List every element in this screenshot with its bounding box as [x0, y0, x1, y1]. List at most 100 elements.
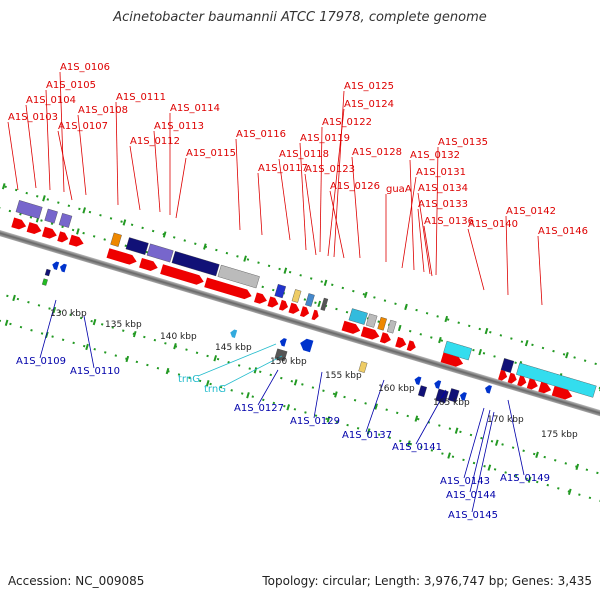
gene-label[interactable]: A1S_0126 [330, 181, 380, 192]
gene-feature[interactable] [551, 385, 574, 401]
gene-feature[interactable] [59, 263, 67, 273]
gene-feature[interactable] [58, 213, 73, 228]
gene-label[interactable]: A1S_0145 [448, 510, 498, 521]
gene-label[interactable]: A1S_0146 [538, 226, 588, 237]
gene-label[interactable]: A1S_0149 [500, 473, 550, 484]
gene-feature[interactable] [406, 340, 418, 352]
gene-label[interactable]: A1S_0141 [392, 442, 442, 453]
gene-label[interactable]: A1S_0136 [424, 216, 474, 227]
gene-feature[interactable] [440, 352, 465, 369]
gene-feature[interactable] [360, 326, 381, 342]
gene-feature[interactable] [267, 296, 279, 308]
gene-feature[interactable] [516, 362, 597, 398]
gene-feature[interactable] [433, 379, 442, 389]
gene-label[interactable]: A1S_0116 [236, 129, 286, 140]
gene-feature[interactable] [298, 337, 314, 353]
gene-feature[interactable] [204, 277, 253, 301]
gene-feature[interactable] [15, 200, 43, 219]
gene-feature[interactable] [348, 308, 368, 325]
gene-feature[interactable] [305, 293, 315, 307]
gene-feature[interactable] [320, 297, 329, 311]
gene-feature[interactable] [459, 391, 467, 401]
gene-label[interactable]: A1S_0113 [154, 121, 204, 132]
gene-label[interactable]: A1S_0109 [16, 356, 66, 367]
gene-feature[interactable] [26, 222, 43, 236]
gene-feature[interactable] [484, 384, 492, 394]
gene-label[interactable]: A1S_0115 [186, 148, 236, 159]
gene-label[interactable]: A1S_0132 [410, 150, 460, 161]
gene-label[interactable]: A1S_0143 [440, 476, 490, 487]
gene-label[interactable]: A1S_0103 [8, 112, 58, 123]
gene-feature[interactable] [526, 378, 539, 390]
gene-label[interactable]: A1S_0135 [438, 137, 488, 148]
gene-label[interactable]: A1S_0142 [506, 206, 556, 217]
gene-feature[interactable] [106, 248, 139, 266]
gene-feature[interactable] [110, 232, 122, 247]
gene-label[interactable]: A1S_0118 [279, 149, 329, 160]
gene-feature[interactable] [443, 340, 473, 361]
gene-label[interactable]: A1S_0117 [258, 163, 308, 174]
gene-label[interactable]: A1S_0137 [342, 430, 392, 441]
gene-feature[interactable] [365, 313, 378, 328]
gene-label[interactable]: A1S_0131 [416, 167, 466, 178]
gene-feature[interactable] [44, 268, 51, 277]
gene-label[interactable]: A1S_0104 [26, 95, 76, 106]
gene-label[interactable]: A1S_0127 [234, 403, 284, 414]
gene-feature[interactable] [299, 306, 311, 318]
gene-label[interactable]: A1S_0144 [446, 490, 496, 501]
gene-label[interactable]: A1S_0129 [290, 416, 340, 427]
gene-feature[interactable] [139, 257, 159, 273]
gene-label[interactable]: A1S_0124 [344, 99, 394, 110]
gene-feature[interactable] [311, 309, 320, 321]
gene-label[interactable]: A1S_0128 [352, 147, 402, 158]
gene-feature[interactable] [377, 316, 387, 331]
gene-label[interactable]: A1S_0111 [116, 92, 166, 103]
gene-label[interactable]: A1S_0105 [46, 80, 96, 91]
gene-feature[interactable] [386, 319, 397, 334]
gene-feature[interactable] [417, 385, 427, 398]
gene-label[interactable]: A1S_0134 [418, 183, 468, 194]
gene-feature[interactable] [278, 299, 290, 312]
gene-label[interactable]: A1S_0140 [468, 219, 518, 230]
gene-feature[interactable] [51, 261, 60, 271]
gene-feature[interactable] [413, 376, 422, 385]
gene-feature[interactable] [274, 284, 287, 299]
gene-feature[interactable] [435, 388, 449, 404]
gene-feature[interactable] [41, 278, 48, 286]
gene-feature[interactable] [146, 243, 174, 263]
gene-label[interactable]: A1S_0110 [70, 366, 120, 377]
gene-feature[interactable] [498, 369, 509, 382]
gene-feature[interactable] [279, 337, 287, 347]
gene-label[interactable]: A1S_0123 [305, 164, 355, 175]
gene-label[interactable]: A1S_0133 [418, 199, 468, 210]
gene-feature[interactable] [291, 289, 302, 303]
gene-feature[interactable] [160, 264, 205, 286]
gene-feature[interactable] [447, 388, 460, 403]
gene-feature[interactable] [379, 332, 392, 344]
gene-label[interactable]: A1S_0106 [60, 62, 110, 73]
gene-feature[interactable] [57, 231, 69, 243]
gene-feature[interactable] [395, 336, 407, 349]
gene-feature[interactable] [41, 226, 58, 241]
gene-feature[interactable] [507, 372, 519, 385]
gene-label[interactable]: guaA [386, 184, 412, 195]
gene-feature[interactable] [517, 375, 528, 388]
gene-label[interactable]: trnG [204, 384, 226, 395]
gene-feature[interactable] [538, 381, 552, 395]
gene-label[interactable]: A1S_0125 [344, 81, 394, 92]
gene-feature[interactable] [358, 361, 368, 373]
gene-feature[interactable] [171, 251, 220, 277]
gene-label[interactable]: A1S_0107 [58, 121, 108, 132]
gene-feature[interactable] [341, 320, 362, 336]
gene-feature[interactable] [68, 234, 85, 249]
gene-label[interactable]: A1S_0108 [78, 105, 128, 116]
gene-feature[interactable] [288, 302, 300, 315]
gene-feature[interactable] [44, 208, 58, 224]
gene-feature[interactable] [125, 237, 149, 255]
gene-feature[interactable] [217, 264, 260, 289]
gene-label[interactable]: A1S_0114 [170, 103, 220, 114]
gene-feature[interactable] [254, 292, 268, 305]
gene-label[interactable]: A1S_0122 [322, 117, 372, 128]
gene-label[interactable]: trnG [178, 374, 200, 385]
